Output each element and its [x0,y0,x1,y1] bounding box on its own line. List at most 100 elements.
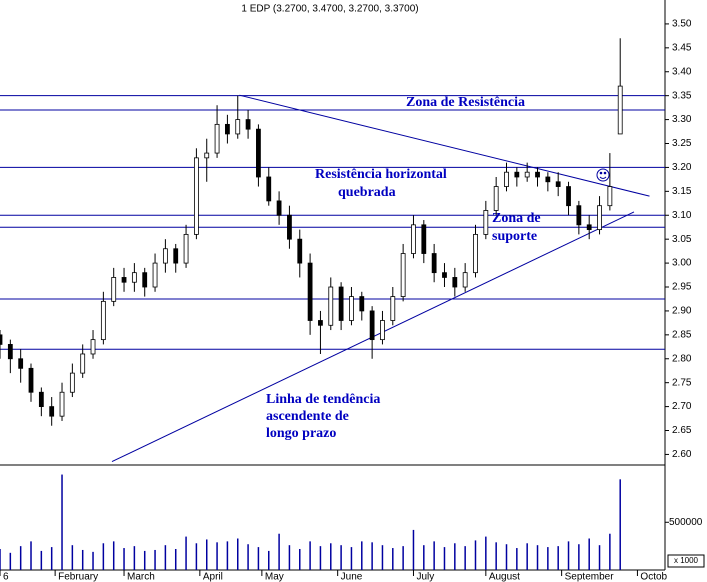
candle-body [131,272,137,283]
candle-body [193,157,199,235]
y-tick-label: 3.20 [672,162,692,173]
candle-body [555,181,561,187]
candle-body [586,224,592,231]
candle-body [380,320,385,341]
chart-title: 1 EDP (3.2700, 3.4700, 3.2700, 3.3700) [241,4,418,15]
candle-body [524,171,530,178]
candle-body [514,171,520,178]
annotation: Resistência horizontal [315,167,447,182]
y-tick-label: 3.25 [672,138,692,149]
x-tick-label: March [127,572,155,582]
x-tick-label: Octob [640,572,667,582]
candle-body [576,205,582,226]
candle-body [256,128,261,178]
candle-body [90,339,96,355]
candle-body [266,176,272,202]
annotation: Zona de Resistência [406,95,525,110]
annotation: suporte [492,229,537,244]
x-tick-label: April [203,572,223,582]
candle-body [318,320,323,326]
candle-body [400,253,406,297]
candle-body [142,272,148,288]
candle-body [597,205,602,231]
candle-body [276,200,282,216]
annotation: longo prazo [266,426,336,441]
candle-body [49,406,55,417]
candle-body [80,353,86,374]
candle-body [162,248,168,264]
candle-body [359,296,365,312]
y-tick-label: 3.40 [672,66,692,77]
candle-body [152,262,158,288]
volume-tick-label: 500000 [669,517,703,528]
candle-body [617,85,623,135]
y-tick-label: 2.75 [672,377,692,388]
annotation: ascendente de [266,409,349,424]
candle-body [69,372,75,393]
candle-body [183,233,189,264]
y-tick-label: 3.35 [672,90,692,101]
candle-body [462,272,468,288]
x-tick-label: February [58,572,98,582]
candle-body [483,210,489,235]
candle-body [111,277,117,302]
y-tick-label: 3.45 [672,42,692,53]
candle-body [204,152,210,159]
candle-body [369,310,375,341]
candle-body [607,186,613,207]
annotation: quebrada [338,185,396,200]
candle-body [0,334,3,345]
candle-body [38,391,44,407]
y-tick-label: 2.95 [672,282,692,293]
y-tick-label: 3.05 [672,234,692,245]
candle-body [493,186,499,211]
volume-unit: x 1000 [674,556,699,565]
y-tick-label: 2.65 [672,425,692,436]
candle-body [59,391,65,417]
candle-body [121,277,127,283]
y-tick-label: 3.15 [672,186,692,197]
candle-body [328,286,334,326]
trend-line [239,94,650,197]
x-tick-label: June [341,572,363,582]
annotation: Zona de [492,211,541,226]
candle-body [173,248,179,264]
candle-body [431,253,437,274]
candle-body [225,123,230,135]
annotation: Linha de tendência [266,392,380,407]
candle-body [338,286,344,321]
x-tick-label: August [489,572,520,582]
candle-body [214,123,220,154]
candle-body [235,119,241,135]
unit-box [667,554,705,568]
candle-body [473,233,478,274]
candle-body [421,224,427,254]
x-tick-label: 6 [3,572,9,582]
candle-body [297,238,303,264]
y-tick-label: 2.90 [672,306,692,317]
candle-body [349,296,354,321]
x-tick-label: September [565,572,615,582]
candle-body [7,344,13,360]
y-tick-label: 3.00 [672,258,692,269]
candle-body [100,300,106,341]
candle-body [287,214,292,240]
candle-body [18,358,24,369]
x-tick-label: May [265,572,284,582]
candle-body [307,262,313,321]
y-tick-label: 2.85 [672,329,692,340]
candle-body [566,186,571,207]
y-tick-label: 3.50 [672,19,692,30]
x-tick-label: July [416,572,434,582]
y-tick-label: 2.70 [672,401,692,412]
candle-body [245,119,251,130]
y-tick-label: 2.80 [672,353,692,364]
candle-body [504,171,509,187]
candle-body [442,272,447,278]
y-tick-label: 3.10 [672,210,692,221]
y-tick-label: 3.30 [672,114,692,125]
candle-body [28,367,34,393]
candle-body [452,277,458,288]
candle-body [545,176,551,183]
